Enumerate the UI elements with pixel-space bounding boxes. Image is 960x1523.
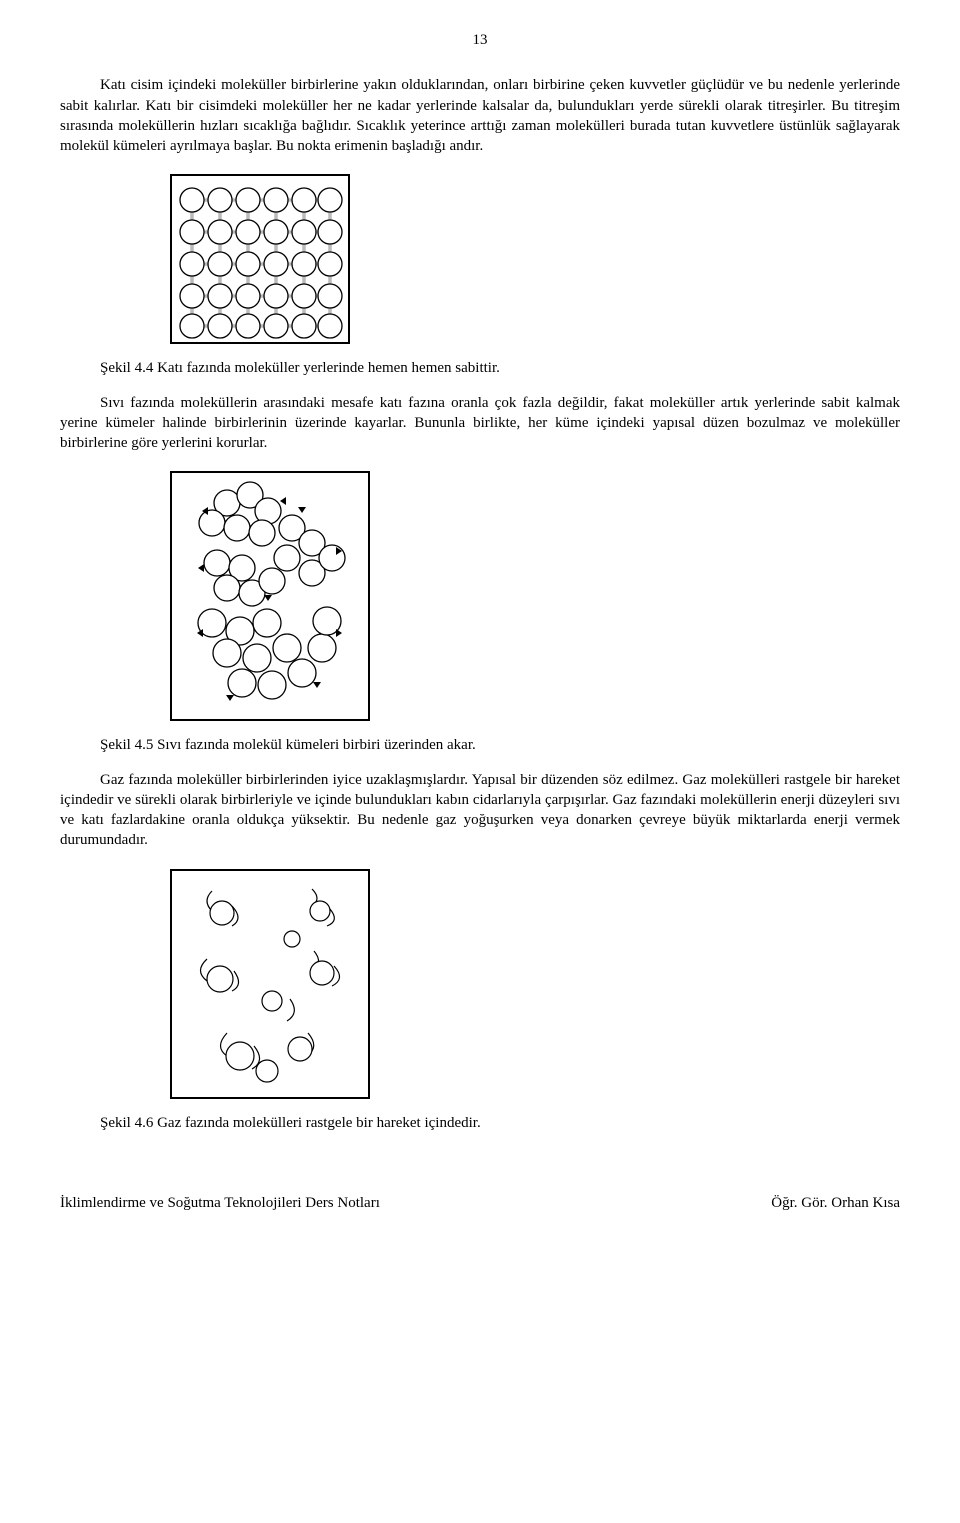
footer-left: İklimlendirme ve Soğutma Teknolojileri D… [60,1193,380,1213]
footer-right: Öğr. Gör. Orhan Kısa [771,1193,900,1213]
page-footer: İklimlendirme ve Soğutma Teknolojileri D… [60,1193,900,1213]
figure-4-4-image [170,174,350,344]
page-number: 13 [60,30,900,50]
paragraph-solid-phase: Katı cisim içindeki moleküller birbirler… [60,75,900,156]
figure-4-6-image [170,869,370,1099]
figure-4-5-image [170,471,370,721]
paragraph-gas-phase: Gaz fazında moleküller birbirlerinden iy… [60,770,900,851]
figure-4-6-caption: Şekil 4.6 Gaz fazında molekülleri rastge… [60,1113,900,1133]
figure-4-5-caption: Şekil 4.5 Sıvı fazında molekül kümeleri … [60,735,900,755]
figure-4-5-block: Şekil 4.5 Sıvı fazında molekül kümeleri … [60,471,900,755]
figure-4-4-block: Şekil 4.4 Katı fazında moleküller yerler… [60,174,900,378]
figure-4-6-block: Şekil 4.6 Gaz fazında molekülleri rastge… [60,869,900,1133]
figure-4-4-caption: Şekil 4.4 Katı fazında moleküller yerler… [60,358,900,378]
paragraph-liquid-phase: Sıvı fazında moleküllerin arasındaki mes… [60,393,900,454]
